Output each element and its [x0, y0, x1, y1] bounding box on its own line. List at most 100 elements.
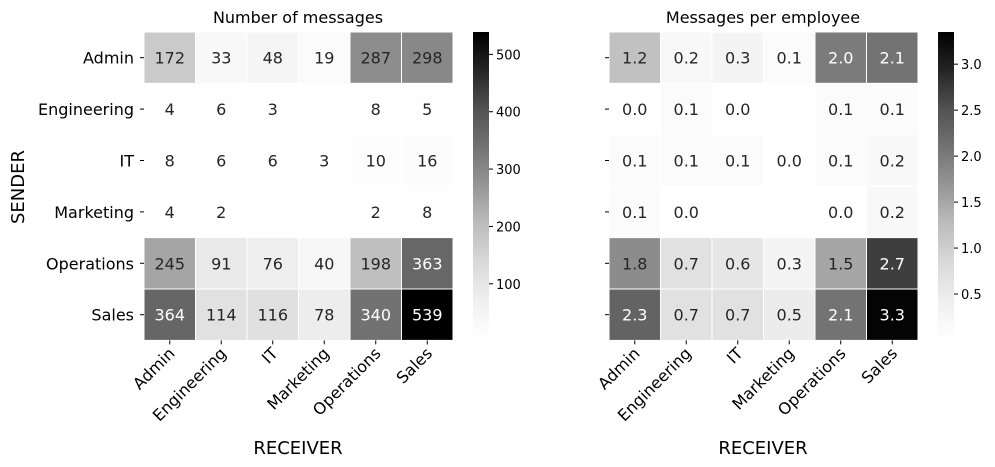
x-tick-label: Sales [393, 344, 437, 388]
cell-value-label: 48 [263, 49, 283, 68]
cell-value-label: 19 [314, 49, 334, 68]
colorbar: 100 200 300 400 500 [473, 32, 521, 340]
cell-value-label: 172 [154, 49, 185, 68]
x-axis-label: RECEIVER [253, 438, 342, 459]
heatmap-cell [763, 237, 816, 290]
heatmap-cell [195, 237, 248, 290]
heatmap-cell [401, 134, 454, 187]
heatmap-cell [763, 288, 816, 341]
cell-value-label: 40 [314, 254, 334, 273]
heatmap-cell [349, 134, 402, 187]
colorbar-tick-label: 0.5 [961, 288, 982, 303]
cell-value-label: 0.0 [725, 100, 750, 119]
colorbar-tick-label: 2.0 [961, 150, 982, 165]
cell-value-label: 0.6 [725, 254, 750, 273]
cell-value-label: 0.1 [828, 152, 853, 171]
cell-value-label: 33 [211, 49, 231, 68]
y-tick-label: Operations [46, 254, 134, 273]
cell-value-label: 0.3 [777, 254, 802, 273]
y-tick-label: Admin [83, 49, 134, 68]
cell-value-label: 8 [422, 203, 432, 222]
cell-value-label: 5 [422, 100, 432, 119]
colorbar-tick-label: 1.0 [961, 242, 982, 257]
cell-value-label: 0.2 [880, 203, 905, 222]
cell-value-label: 245 [154, 254, 185, 273]
cell-value-label: 1.2 [622, 49, 647, 68]
heatmap-cell [608, 31, 661, 84]
heatmap-cell [401, 237, 454, 290]
panel-title: Messages per employee [666, 8, 860, 27]
cell-value-label: 4 [165, 100, 175, 119]
heatmap-cell [349, 82, 402, 136]
heatmap-cell [660, 134, 713, 187]
y-tick-marks [605, 57, 609, 316]
x-tick-label: Sales [858, 344, 902, 388]
heatmap-cell [866, 288, 919, 341]
cell-value-label: 114 [206, 306, 237, 325]
cell-value-label: 6 [216, 152, 226, 171]
cell-value-label: 0.1 [674, 100, 699, 119]
heatmap-cell [866, 185, 919, 239]
cell-value-label: 539 [412, 306, 443, 325]
colorbar-tick-label: 400 [496, 106, 521, 121]
cell-value-label: 76 [263, 254, 283, 273]
heatmap-cell [814, 288, 867, 341]
heatmap-cell [298, 237, 351, 290]
heatmap-cell [608, 185, 661, 239]
cell-value-label: 0.7 [674, 254, 699, 273]
heatmap-cell [608, 134, 661, 187]
cell-value-label: 0.1 [674, 152, 699, 171]
cell-value-label: 0.2 [880, 152, 905, 171]
cell-value-label: 0.1 [622, 203, 647, 222]
heatmap-cell [866, 237, 919, 290]
heatmap-cell [195, 31, 248, 84]
heatmap-cell [660, 82, 713, 136]
heatmap-cell [401, 185, 454, 239]
x-tick-label: IT [258, 344, 282, 368]
colorbar-ticks: 100 200 300 400 500 [489, 48, 521, 293]
cell-value-label: 10 [366, 152, 386, 171]
cell-value-label: 2.7 [880, 254, 905, 273]
colorbar-tick-label: 300 [496, 163, 521, 178]
heatmap-cell [195, 82, 248, 136]
heatmap-cell [763, 134, 816, 187]
cell-value-label: 4 [165, 203, 175, 222]
colorbar-tick-label: 200 [496, 220, 521, 235]
heatmap-cells [143, 31, 454, 341]
colorbar-gradient [938, 32, 954, 340]
heatmap-cell [814, 237, 867, 290]
heatmap-cell [195, 288, 248, 341]
y-tick-labels: Admin Engineering IT Marketing Operations Sal… [38, 49, 144, 325]
cell-annotations: 172 33 48 19 287 298 4 6 3 8 5 8 6 6 3 10 16 4 2 2 8 245 91 76 4… [154, 49, 442, 325]
cell-value-label: 2 [371, 203, 381, 222]
cell-value-label: 3.3 [880, 306, 905, 325]
cell-value-label: 0.0 [622, 100, 647, 119]
cell-value-label: 8 [371, 100, 381, 119]
cell-annotations: 1.2 0.2 0.3 0.1 2.0 2.1 0.0 0.1 0.0 0.1 0.1 0.1 0.1 0… [622, 49, 905, 325]
colorbar-gradient [473, 32, 489, 340]
colorbar-tick-label: 100 [496, 278, 521, 293]
heatmap-cell [349, 185, 402, 239]
x-tick-label: Admin [594, 344, 643, 393]
cell-value-label: 6 [268, 152, 278, 171]
heatmap-cell [143, 237, 196, 290]
colorbar: 0.5 1.0 1.5 2.0 2.5 3.0 [938, 32, 982, 340]
cell-value-label: 116 [257, 306, 288, 325]
heatmap-cell [814, 134, 867, 187]
cell-value-label: 0.0 [777, 152, 802, 171]
heatmap-cell [711, 134, 764, 187]
heatmap-cells [608, 31, 919, 341]
heatmap-panel-per-employee: Messages per employee RECEIVER 1.2 0.2 0.3… [594, 8, 982, 459]
heatmap-cell [195, 185, 248, 239]
heatmap-cell [246, 134, 299, 187]
heatmap-cell [660, 288, 713, 341]
cell-value-label: 78 [314, 306, 334, 325]
heatmap-cell [298, 288, 351, 341]
cell-value-label: 364 [154, 306, 185, 325]
x-tick-label: Admin [129, 344, 178, 393]
cell-value-label: 1.5 [828, 254, 853, 273]
heatmap-cell [814, 31, 867, 84]
cell-value-label: 2.0 [828, 49, 853, 68]
